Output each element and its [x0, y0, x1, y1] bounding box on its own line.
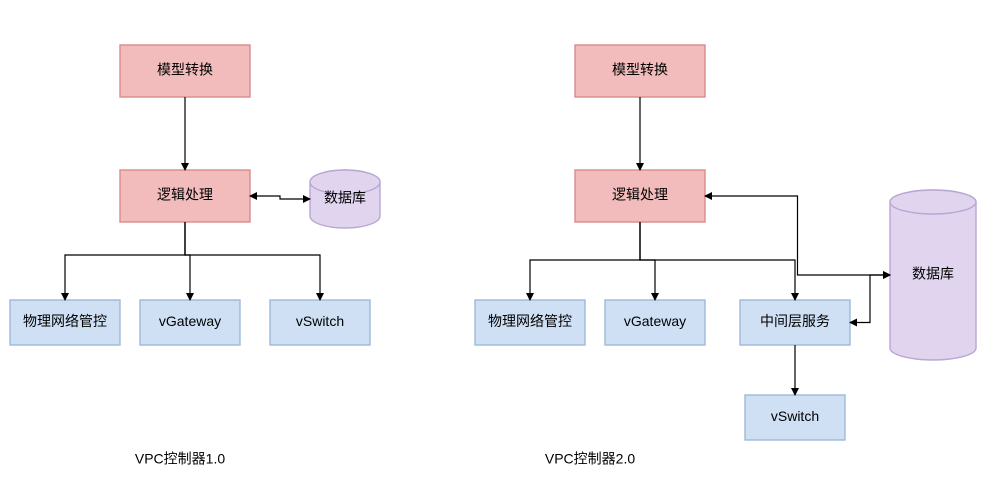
- edge-r_logic-r_mid: [640, 222, 795, 300]
- edge-l_logic-l_phy: [65, 222, 185, 300]
- node-label-r_phy: 物理网络管控: [488, 313, 572, 329]
- edge-l_logic-l_sw: [185, 222, 320, 300]
- caption-right: VPC控制器2.0: [545, 451, 635, 467]
- node-label-r_mid: 中间层服务: [760, 313, 830, 329]
- node-l_gw: vGateway: [140, 300, 240, 345]
- edge-l_logic-l_gw: [185, 222, 190, 300]
- caption-left: VPC控制器1.0: [135, 451, 225, 467]
- edge-r_logic-r_db: [705, 196, 890, 275]
- node-r_logic: 逻辑处理: [575, 170, 705, 222]
- node-label-l_phy: 物理网络管控: [23, 313, 107, 329]
- node-r_sw: vSwitch: [745, 395, 845, 440]
- node-r_model: 模型转换: [575, 45, 705, 97]
- node-l_logic: 逻辑处理: [120, 170, 250, 222]
- node-l_phy: 物理网络管控: [10, 300, 120, 345]
- edge-r_logic-r_gw: [640, 222, 655, 300]
- edge-r_mid-r_db: [850, 275, 890, 323]
- node-label-l_sw: vSwitch: [296, 313, 344, 329]
- edge-l_logic-l_db: [250, 196, 310, 199]
- node-label-r_logic: 逻辑处理: [612, 187, 668, 203]
- node-r_phy: 物理网络管控: [475, 300, 585, 345]
- node-r_gw: vGateway: [605, 300, 705, 345]
- edge-r_logic-r_phy: [530, 222, 640, 300]
- node-label-l_model: 模型转换: [157, 62, 213, 78]
- node-label-r_gw: vGateway: [624, 313, 686, 329]
- node-l_model: 模型转换: [120, 45, 250, 97]
- diagram-canvas: 模型转换逻辑处理数据库物理网络管控vGatewayvSwitch模型转换逻辑处理…: [0, 0, 1000, 500]
- node-label-r_model: 模型转换: [612, 62, 668, 78]
- node-label-r_db: 数据库: [912, 266, 954, 282]
- node-label-r_sw: vSwitch: [771, 408, 819, 424]
- node-r_mid: 中间层服务: [740, 300, 850, 345]
- node-r_db: 数据库: [890, 190, 976, 360]
- node-l_sw: vSwitch: [270, 300, 370, 345]
- node-label-l_gw: vGateway: [159, 313, 221, 329]
- node-label-l_logic: 逻辑处理: [157, 187, 213, 203]
- node-label-l_db: 数据库: [324, 190, 366, 206]
- node-l_db: 数据库: [310, 170, 380, 228]
